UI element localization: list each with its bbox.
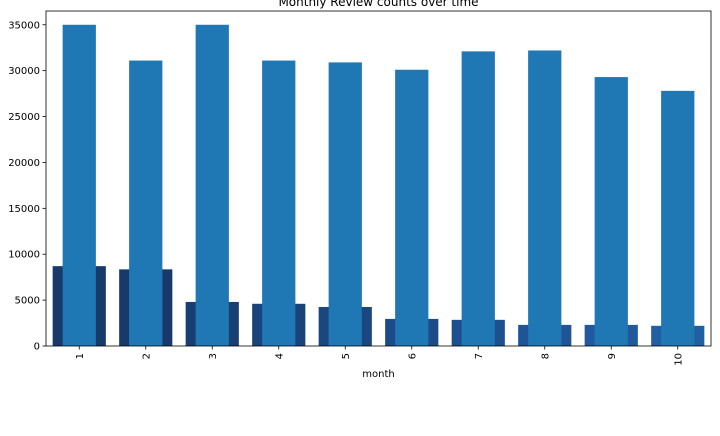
x-axis-label: month	[362, 369, 394, 380]
y-tick-label: 35000	[8, 20, 40, 31]
bar-front-month-6	[395, 69, 429, 347]
bar-front-month-10	[661, 90, 695, 346]
bar-front-month-7	[461, 51, 495, 346]
bar-front-month-9	[594, 77, 628, 346]
x-tick-label: 2	[141, 353, 152, 359]
bar-front-month-4	[262, 60, 296, 347]
y-tick-label: 10000	[8, 250, 40, 261]
x-tick-label: 5	[341, 353, 352, 359]
bar-front-month-5	[328, 62, 362, 347]
plot-frame	[45, 10, 712, 347]
x-tick-label: 6	[407, 353, 418, 359]
bar-front-month-8	[528, 50, 562, 346]
y-tick-label: 20000	[8, 158, 40, 169]
x-tick-label: 8	[540, 353, 551, 359]
y-tick-label: 5000	[15, 296, 40, 307]
y-tick-label: 25000	[8, 112, 40, 123]
x-tick-label: 1	[75, 353, 86, 359]
bar-front-month-2	[129, 60, 163, 347]
x-tick-label: 10	[673, 353, 684, 366]
y-tick-label: 15000	[8, 204, 40, 215]
x-tick-label: 4	[274, 353, 285, 359]
x-tick-label: 9	[607, 353, 618, 359]
chart-title: Monthly Review counts over time	[278, 0, 478, 9]
x-tick-label: 3	[208, 353, 219, 359]
y-tick-label: 0	[34, 342, 40, 353]
x-tick-label: 7	[474, 353, 485, 359]
bar-front-month-1	[62, 24, 96, 347]
bar-front-month-3	[195, 24, 229, 347]
plot-area: 0 5000 10000 15000 20000 25000 30000 35000 1 2 3 4 5…	[8, 10, 712, 366]
y-tick-label: 30000	[8, 66, 40, 77]
